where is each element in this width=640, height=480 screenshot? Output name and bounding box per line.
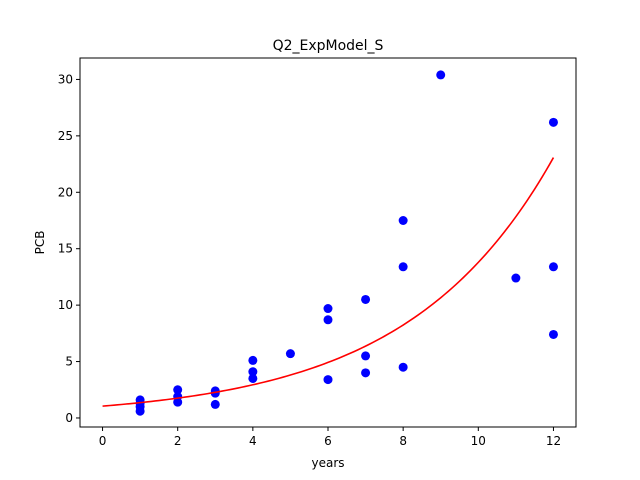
y-tick-label: 10	[58, 298, 73, 312]
data-point	[548, 117, 558, 127]
data-point	[285, 349, 295, 359]
chart-title: Q2_ExpModel_S	[273, 38, 384, 54]
plot-area	[102, 70, 558, 416]
x-tick-label: 8	[399, 434, 407, 448]
x-tick-label: 10	[471, 434, 486, 448]
data-point	[398, 215, 408, 225]
data-point	[548, 329, 558, 339]
x-tick-label: 4	[249, 434, 257, 448]
y-tick-label: 30	[58, 72, 73, 86]
data-point	[398, 362, 408, 372]
x-axis: 0 2 4 6 8 10 12	[99, 427, 561, 448]
y-tick-label: 15	[58, 242, 73, 256]
x-tick-label: 6	[324, 434, 332, 448]
y-tick-label: 0	[65, 411, 73, 425]
data-point	[248, 355, 258, 365]
y-axis: 0 5 10 15 20 25 30	[58, 72, 80, 425]
data-point	[361, 368, 371, 378]
data-point	[248, 373, 258, 383]
x-tick-label: 0	[99, 434, 107, 448]
data-point	[361, 294, 371, 304]
y-tick-label: 5	[65, 355, 73, 369]
fit-curve	[102, 157, 555, 407]
data-point	[210, 399, 220, 409]
data-point	[323, 304, 333, 314]
data-point	[248, 367, 258, 377]
data-point	[323, 315, 333, 325]
data-point	[511, 273, 521, 283]
data-point	[361, 351, 371, 361]
x-axis-label: years	[311, 456, 344, 470]
data-point	[398, 262, 408, 272]
y-axis-label: PCB	[33, 231, 47, 255]
x-tick-label: 2	[174, 434, 182, 448]
data-point	[323, 375, 333, 385]
y-tick-label: 20	[58, 185, 73, 199]
x-tick-label: 12	[546, 434, 561, 448]
data-point	[436, 70, 446, 80]
y-tick-label: 25	[58, 129, 73, 143]
data-point	[548, 262, 558, 272]
data-point	[173, 385, 183, 395]
data-point	[210, 386, 220, 396]
